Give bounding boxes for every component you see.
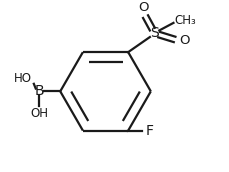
Text: F: F [146, 123, 154, 138]
Text: O: O [138, 1, 149, 14]
Text: HO: HO [14, 72, 32, 85]
Text: O: O [180, 34, 190, 47]
Text: CH₃: CH₃ [174, 14, 196, 26]
Text: S: S [150, 26, 159, 40]
Text: OH: OH [30, 107, 49, 120]
Text: B: B [35, 84, 44, 98]
